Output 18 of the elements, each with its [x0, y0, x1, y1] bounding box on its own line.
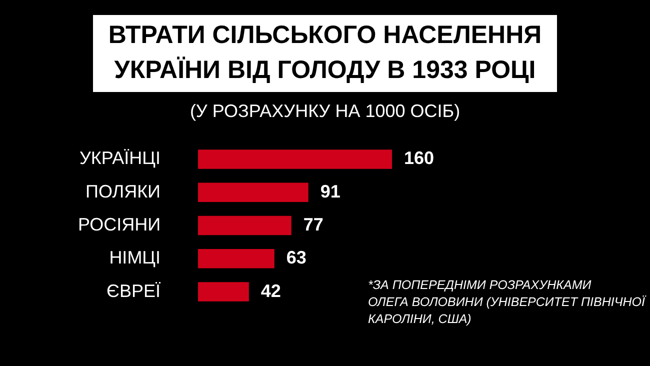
y-tick-label: ПОЛЯКИ [86, 181, 160, 202]
chart-subtitle: (У РОЗРАХУНКУ НА 1000 ОСІБ) [190, 101, 460, 121]
data-label: 42 [260, 280, 281, 301]
data-label: 160 [404, 148, 434, 168]
data-label: 77 [303, 214, 324, 234]
data-label: 63 [286, 248, 306, 268]
bar [198, 282, 249, 302]
y-tick-label: УКРАЇНЦІ [79, 148, 160, 168]
y-tick-label: НІМЦІ [109, 248, 160, 268]
y-tick-label: РОСІЯНИ [78, 214, 160, 234]
annotation: *ЗА ПОПЕРЕДНІМИ РОЗРАХУНКАМИ ОЛЕГА ВОЛОВИНИ (УНІВЕРСИТЕТ ПІВНІЧНОЇ КАРОЛІНИ, США) [368, 278, 646, 326]
chart-title: ВТРАТИ СІЛЬСЬКОГО НАСЕЛЕННЯ УКРАЇНИ ВІД ГОЛОДУ В 1933 РОЦІ [108, 21, 542, 84]
bar [198, 182, 308, 202]
bar [198, 150, 392, 169]
bar [198, 216, 292, 236]
y-tick-label: ЄВРЕЇ [106, 280, 160, 301]
bar [198, 249, 274, 268]
data-label: 91 [320, 181, 340, 202]
